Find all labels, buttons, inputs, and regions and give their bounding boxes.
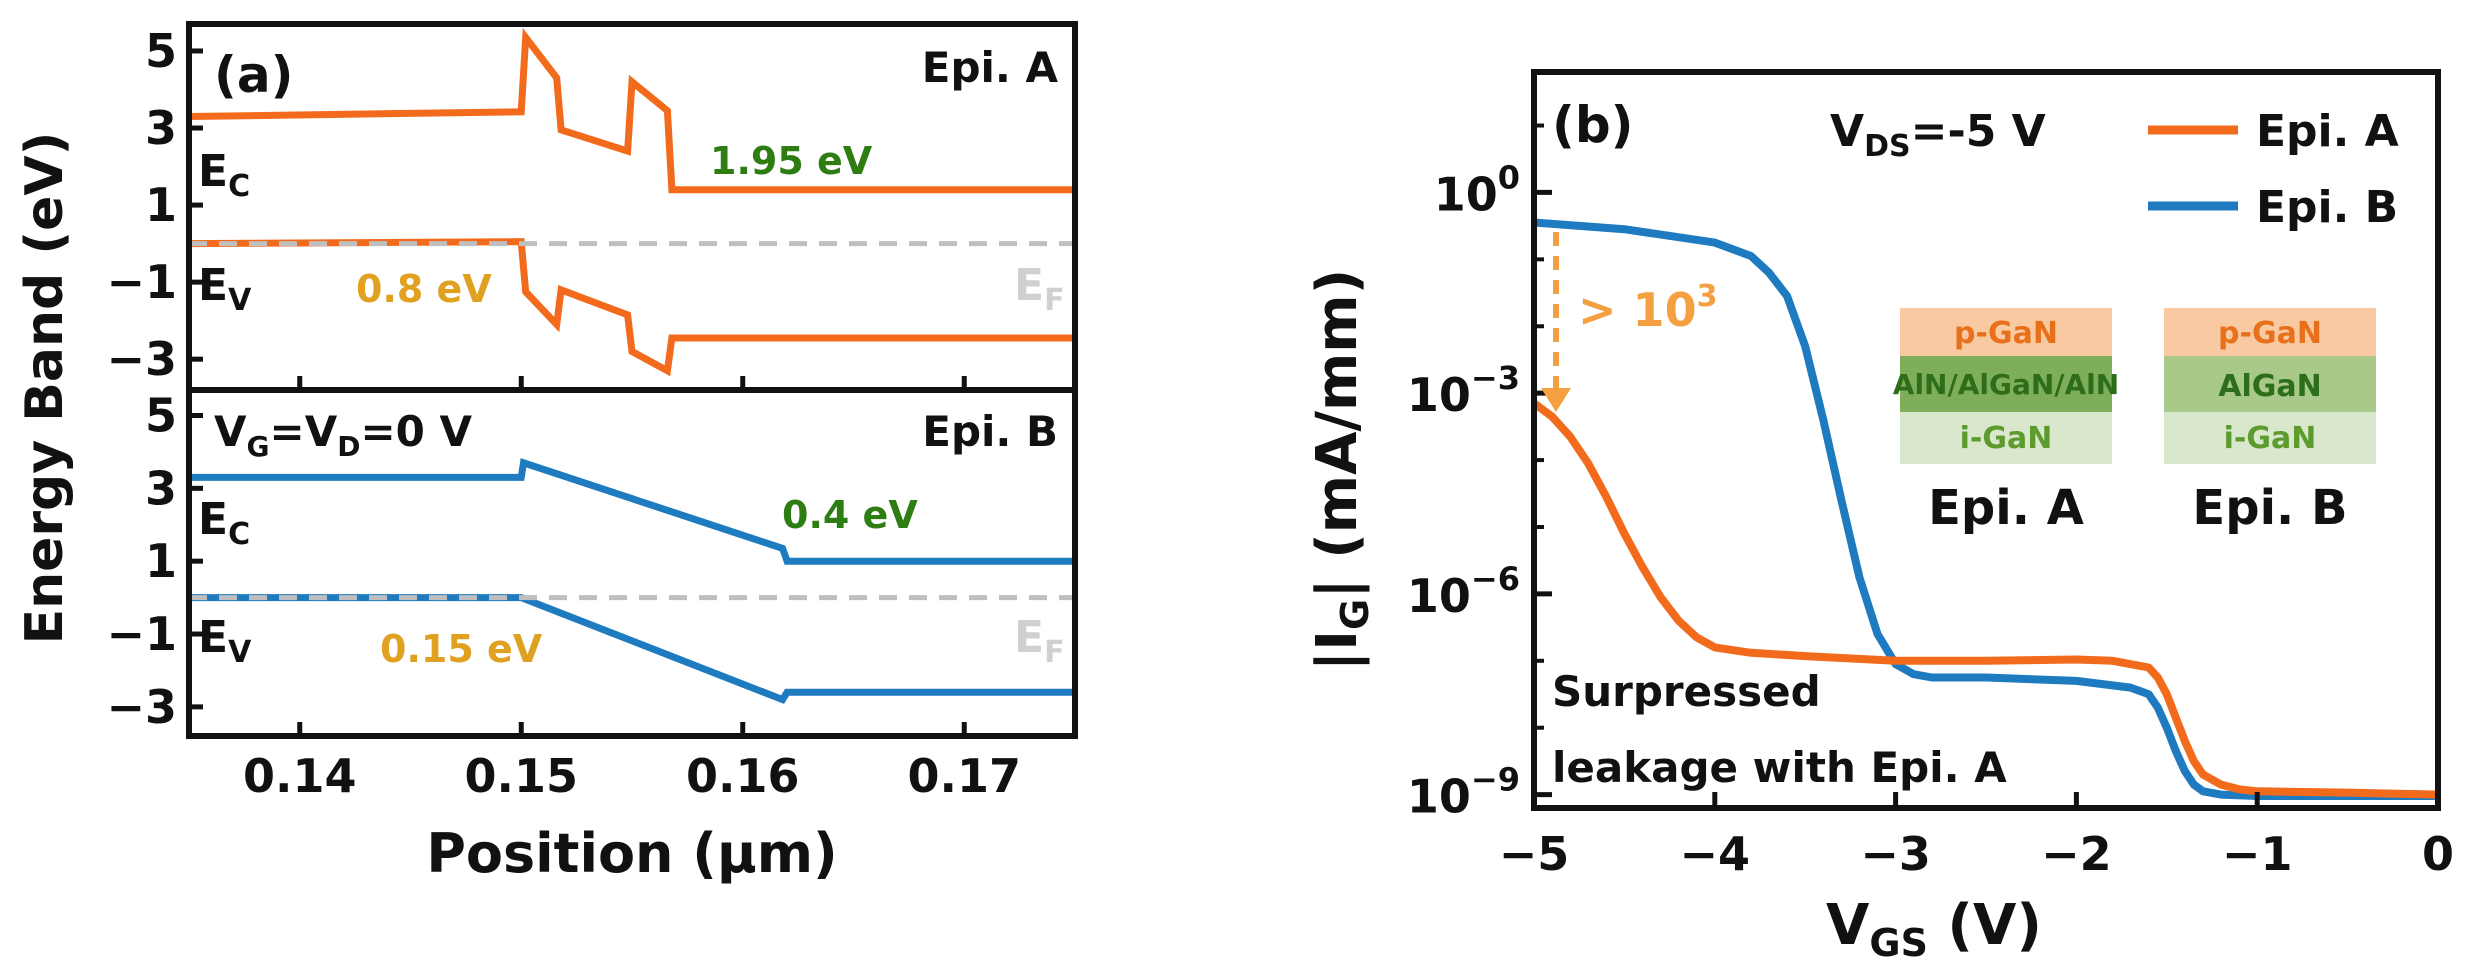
epi-b-ef-label: EF: [1014, 612, 1065, 670]
subplot-epi-a: 5 3 1 −1 −3 (a) Epi. A EC EV EF 1.95 eV 0.8 …: [106, 21, 1078, 393]
panel-b-axis-ticks: −5 −4 −3 −2 −1 0 100 10−3 10−6 10−9: [1407, 123, 2454, 881]
epi-a-ytick-label: −3: [106, 332, 177, 386]
epi-b-valence-offset: 0.15 eV: [380, 627, 543, 671]
epi-b-ec-label: EC: [198, 494, 250, 552]
subplot-epi-b: 5 3 1 −1 −3 VG=VD=0 V Epi. B EC EV EF 0.4 eV…: [106, 387, 1078, 739]
panel-b-label: (b): [1552, 96, 1634, 154]
panel-a-ylabel: Energy Band (eV): [15, 132, 75, 645]
epi-a-ec-line: [188, 27, 1075, 194]
panel-b-ytick-label: 10−6: [1407, 560, 1520, 623]
panel-b-xlabel: VGS (V): [1826, 893, 2042, 965]
epi-b-ytick-label: 3: [145, 461, 177, 515]
leakage-note-line1: Surpressed: [1552, 667, 1821, 716]
epi-a-title: Epi. A: [922, 43, 1059, 92]
epi-a-ytick-label: 5: [145, 24, 177, 78]
epi-b-ev-label: EV: [198, 612, 252, 670]
epi-a-ytick-label: 3: [145, 101, 177, 155]
inset-a-barrier-text: AlN/AlGaN/AlN: [1893, 368, 2119, 401]
epi-b-ytick-label: −1: [106, 607, 177, 661]
panel-b-ytick-label: 10−3: [1407, 359, 1520, 422]
epi-a-ev-label: EV: [198, 260, 252, 318]
epi-a-ef-label: EF: [1014, 260, 1065, 318]
panel-a-xtick-label: 0.14: [243, 749, 357, 803]
epi-a-ytick-label: 1: [145, 178, 177, 232]
epi-b-title: Epi. B: [922, 407, 1058, 456]
leakage-note-line2: leakage with Epi. A: [1552, 743, 2007, 792]
inset-b-igan-text: i-GaN: [2224, 421, 2317, 456]
epi-b-plot-frame: [186, 387, 1078, 739]
inset-b-pgan-text: p-GaN: [2218, 316, 2322, 351]
panel-a-x-ticks: 0.14 0.15 0.16 0.17: [243, 376, 1021, 803]
vds-condition: VDS=-5 V: [1830, 106, 2046, 164]
epi-b-ev-line: [189, 594, 1075, 704]
panel-a-xlabel: Position (µm): [426, 822, 837, 885]
panel-b-ytick-label: 100: [1434, 158, 1520, 221]
inset-b-barrier-layer: [2164, 356, 2376, 412]
panel-a: Energy Band (eV) Position (µm) 5 3 1 −1 −3 (…: [15, 21, 1078, 885]
inset-a-igan-text: i-GaN: [1960, 421, 2053, 456]
epi-b-conduction-offset: 0.4 eV: [782, 493, 918, 537]
leakage-curves: [1531, 218, 2439, 800]
epi-b-ytick-label: −3: [106, 680, 177, 734]
epi-b-ec-line: [189, 458, 1075, 565]
leakage-curve-epi-a: [1531, 399, 2439, 799]
panel-b-xtick-label: −4: [1680, 827, 1751, 881]
ratio-arrow-head: [1541, 388, 1571, 412]
ratio-annotation: > 103: [1578, 279, 1717, 337]
panel-a-xtick-label: 0.16: [686, 749, 800, 803]
inset-b-pgan-layer: [2164, 308, 2376, 356]
panel-b-plot-frame: [1531, 69, 2441, 811]
panel-a-xtick-label: 0.15: [465, 749, 579, 803]
panel-b-xtick-label: −5: [1499, 827, 1570, 881]
inset-epi-b-stack: p-GaN AlGaN i-GaN Epi. B: [2164, 308, 2376, 536]
epi-b-axis-ticks: 5 3 1 −1 −3: [106, 388, 203, 734]
inset-a-pgan-layer: [1900, 308, 2112, 356]
legend-label-epi-b: Epi. B: [2256, 182, 2398, 233]
inset-a-title: Epi. A: [1928, 480, 2084, 536]
panel-b-xtick-label: 0: [2422, 827, 2454, 881]
panel-b-xtick-label: −2: [2041, 827, 2112, 881]
bias-condition: VG=VD=0 V: [214, 407, 472, 463]
panel-b: |IG| (mA/mm) VGS (V) −5 −4 −3 −2 −1 0 100 10−3 1…: [1305, 69, 2454, 965]
epi-b-ytick-label: 1: [145, 534, 177, 588]
leakage-curve-epi-b: [1533, 218, 2438, 800]
panel-b-ytick-label: 10−9: [1407, 761, 1520, 824]
inset-b-igan-layer: [2164, 412, 2376, 464]
legend-label-epi-a: Epi. A: [2256, 106, 2399, 157]
inset-epi-a-stack: p-GaN AlN/AlGaN/AlN i-GaN Epi. A: [1893, 308, 2119, 536]
epi-a-ytick-label: −1: [106, 255, 177, 309]
inset-a-igan-layer: [1900, 412, 2112, 464]
epi-b-band-lines: [189, 458, 1075, 704]
epi-a-valence-offset: 0.8 eV: [356, 267, 492, 311]
epi-a-conduction-offset: 1.95 eV: [710, 139, 873, 183]
epi-b-ytick-label: 5: [145, 388, 177, 442]
epi-a-ev-line: [188, 238, 1075, 377]
panel-b-xtick-label: −1: [2222, 827, 2293, 881]
epi-a-band-lines: [188, 27, 1075, 377]
epi-a-axis-ticks: 5 3 1 −1 −3: [106, 24, 203, 386]
inset-a-barrier-layer: [1900, 356, 2112, 412]
inset-a-pgan-text: p-GaN: [1954, 316, 2058, 351]
legend: Epi. A Epi. B: [2148, 106, 2399, 233]
inset-b-barrier-text: AlGaN: [2218, 369, 2321, 404]
panel-a-xtick-label: 0.17: [908, 749, 1022, 803]
inset-b-title: Epi. B: [2192, 480, 2347, 536]
panel-b-ylabel: |IG| (mA/mm): [1305, 269, 1377, 671]
epi-a-ec-label: EC: [198, 146, 250, 204]
panel-b-xtick-label: −3: [1860, 827, 1931, 881]
panel-a-label: (a): [214, 46, 293, 104]
